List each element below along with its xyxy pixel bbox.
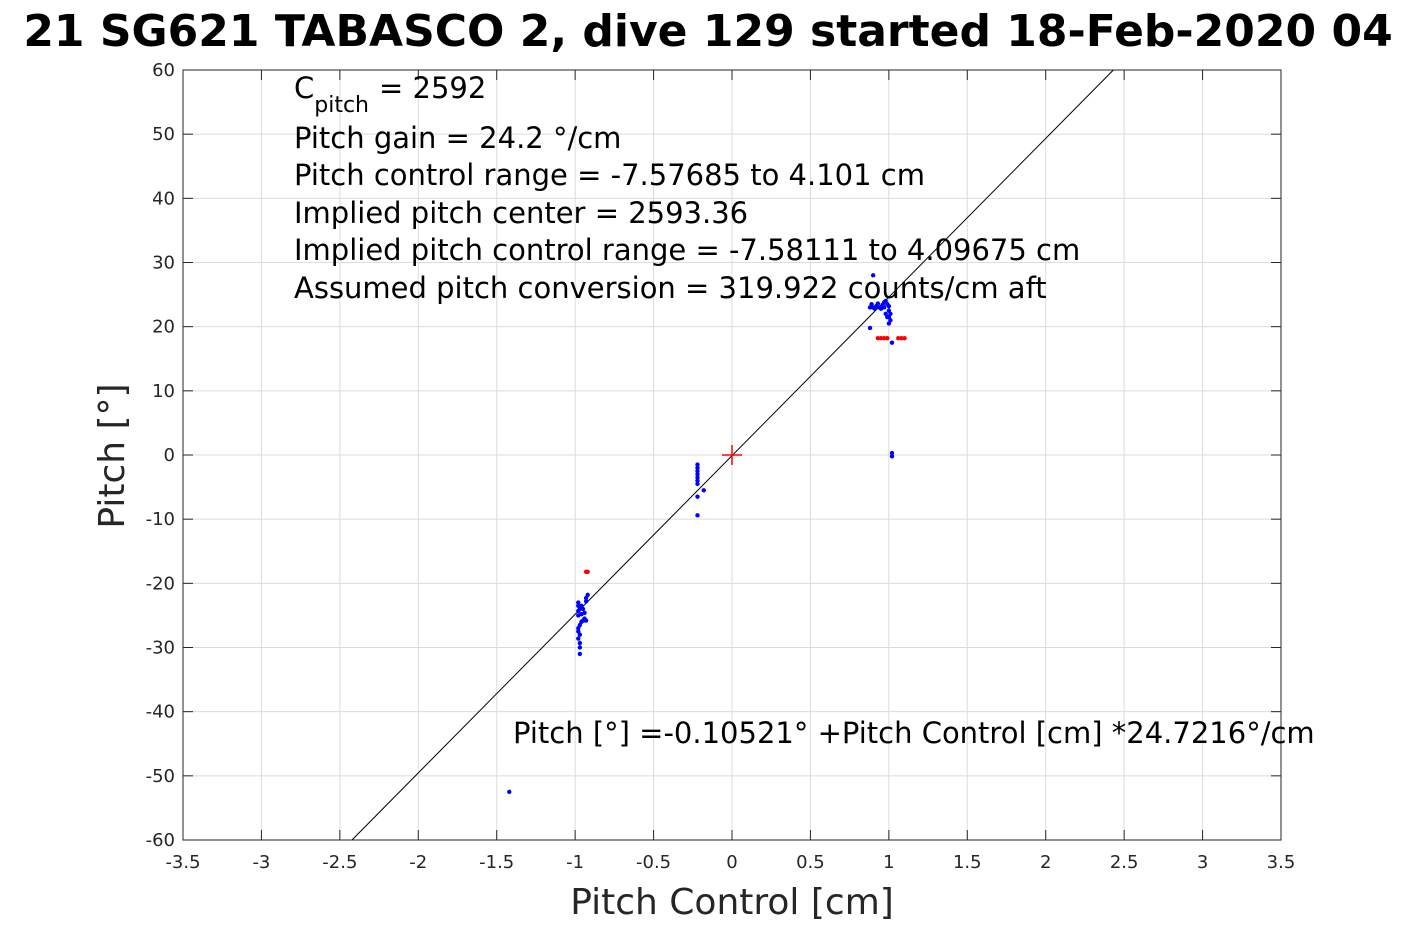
blue-data-point xyxy=(886,303,892,309)
blue-data-point xyxy=(701,488,706,493)
y-tick-label: -50 xyxy=(146,766,175,787)
red-data-point xyxy=(902,336,907,341)
blue-data-point xyxy=(695,472,700,477)
x-tick-label: 2.5 xyxy=(1110,852,1139,873)
blue-data-point xyxy=(583,599,589,604)
y-tick-label: -10 xyxy=(146,509,175,530)
blue-data-point xyxy=(576,629,581,634)
y-axis: 60 50 40 30 20 10 0 -10 -20 -30 -40 -50 -60 xyxy=(146,60,1281,851)
blue-data-point xyxy=(889,454,895,459)
x-tick-label: 0.5 xyxy=(796,852,825,873)
blue-data-point xyxy=(695,462,700,467)
x-axis: -3.5 -3 -2.5 -2 -1.5 -1 -0.5 0 0.5 1 1.5 2 2.5 3 3.5 xyxy=(165,70,1295,873)
red-data-point xyxy=(885,336,890,341)
y-tick-label: -20 xyxy=(146,573,175,594)
x-tick-label: -0.5 xyxy=(636,852,671,873)
blue-data-point xyxy=(870,273,876,278)
annotation-fit-equation: Pitch [°] =-0.10521° +Pitch Control [cm]… xyxy=(513,716,1315,750)
blue-data-point xyxy=(889,340,895,345)
blue-data-point xyxy=(881,305,887,310)
y-tick-label: 60 xyxy=(152,60,175,81)
x-tick-label: 0 xyxy=(726,852,737,873)
annotation-cpitch: Cpitch = 2592 xyxy=(294,71,486,118)
blue-data-point xyxy=(576,636,581,641)
x-axis-label: Pitch Control [cm] xyxy=(570,882,894,923)
blue-data-point xyxy=(695,468,700,474)
annotation-pitch-gain: Pitch gain = 24.2 °/cm xyxy=(294,121,621,155)
blue-data-point xyxy=(576,603,581,608)
y-tick-label: 50 xyxy=(152,124,175,145)
x-tick-label: 3 xyxy=(1197,852,1208,873)
x-tick-label: 3.5 xyxy=(1267,852,1296,873)
center-marker-group xyxy=(722,445,742,465)
annotation-cpitch-subscript: pitch xyxy=(314,93,369,118)
y-tick-label: -60 xyxy=(146,830,175,851)
blue-data-point xyxy=(582,610,587,616)
blue-data-point xyxy=(695,475,700,480)
annotation-implied-pitch-control-range: Implied pitch control range = -7.58111 t… xyxy=(294,233,1080,267)
annotation-assumed-pitch-conversion: Assumed pitch conversion = 319.922 count… xyxy=(294,271,1047,305)
blue-data-point xyxy=(583,618,589,623)
y-tick-label: 0 xyxy=(164,445,175,466)
annotation-block: Cpitch = 2592 Pitch gain = 24.2 °/cm Pitc… xyxy=(294,71,1315,750)
blue-data-point xyxy=(507,789,512,795)
annotation-implied-pitch-center: Implied pitch center = 2593.36 xyxy=(294,196,748,230)
blue-data-point xyxy=(577,651,583,657)
red-data-point xyxy=(878,336,884,341)
y-tick-label: 40 xyxy=(152,188,175,209)
blue-data-point xyxy=(576,600,581,605)
x-tick-label: -3.5 xyxy=(165,852,200,873)
annotation-cpitch-value: = 2592 xyxy=(379,71,486,105)
blue-data-point xyxy=(585,592,590,598)
y-tick-label: 20 xyxy=(152,317,175,338)
blue-data-point xyxy=(885,314,890,320)
annotation-cpitch-c: C xyxy=(294,71,314,105)
red-data-point xyxy=(896,336,901,341)
x-tick-label: -1 xyxy=(566,852,584,873)
data-points xyxy=(507,273,907,795)
blue-data-point xyxy=(889,450,895,456)
red-data-point xyxy=(875,336,881,341)
red-data-point xyxy=(585,569,590,574)
y-tick-label: 30 xyxy=(152,253,175,274)
red-data-point xyxy=(899,336,904,341)
y-tick-label: -40 xyxy=(146,702,175,723)
y-tick-label: 10 xyxy=(152,381,175,402)
blue-data-point xyxy=(695,513,700,518)
blue-data-point xyxy=(886,321,892,326)
blue-data-point xyxy=(695,465,700,471)
blue-data-point xyxy=(695,478,700,483)
red-data-point xyxy=(881,336,887,341)
y-axis-label: Pitch [°] xyxy=(92,383,133,528)
x-tick-label: 1 xyxy=(883,852,894,873)
x-tick-label: 1.5 xyxy=(953,852,982,873)
blue-data-point xyxy=(577,645,583,650)
blue-data-point xyxy=(875,301,881,306)
x-tick-label: 2 xyxy=(1040,852,1051,873)
x-tick-label: -1.5 xyxy=(479,852,514,873)
blue-data-point xyxy=(579,603,584,608)
blue-data-point xyxy=(577,640,583,646)
blue-data-point xyxy=(867,325,873,331)
chart-title: 21 SG621 TABASCO 2, dive 129 started 18-… xyxy=(23,6,1392,57)
x-tick-label: -2 xyxy=(409,852,427,873)
x-tick-label: -3 xyxy=(252,852,270,873)
x-tick-label: -2.5 xyxy=(322,852,357,873)
blue-data-point xyxy=(695,481,700,487)
grid xyxy=(183,70,1281,840)
y-tick-label: -30 xyxy=(146,638,175,659)
annotation-pitch-control-range: Pitch control range = -7.57685 to 4.101 … xyxy=(294,158,925,192)
blue-data-point xyxy=(695,494,700,499)
